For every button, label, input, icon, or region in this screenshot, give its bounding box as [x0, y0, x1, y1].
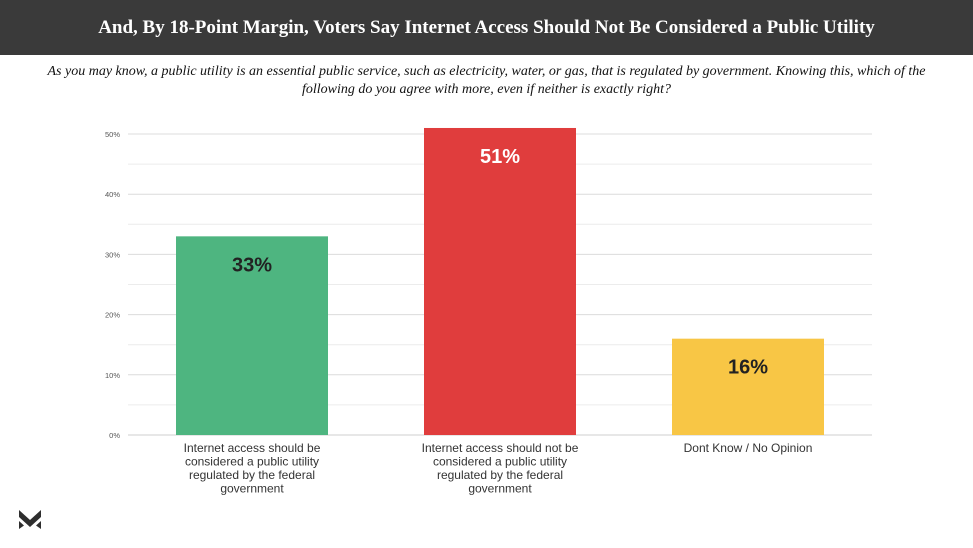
- question-subtitle: As you may know, a public utility is an …: [47, 64, 926, 97]
- data-label: 51%: [480, 146, 520, 168]
- y-tick-label: 50%: [105, 130, 120, 139]
- x-category-label-line: considered a public utility: [185, 455, 319, 469]
- x-category-label: Internet access should not be considered …: [422, 441, 579, 496]
- x-category-label-line: considered a public utility: [433, 455, 567, 469]
- x-category-label-line: Internet access should be: [184, 441, 321, 455]
- x-category-label-line: government: [220, 482, 284, 496]
- bar: [424, 127, 576, 435]
- x-category-label: Internet access should be considered a pu…: [184, 441, 321, 496]
- x-category-label-line: Internet access should not be: [422, 441, 579, 455]
- data-label: 16%: [728, 357, 768, 379]
- y-tick-label: 40%: [105, 190, 120, 199]
- y-tick-label: 0%: [109, 431, 120, 440]
- bar: [176, 236, 328, 435]
- chart-title-banner: And, By 18-Point Margin, Voters Say Inte…: [0, 0, 973, 55]
- data-label: 33%: [232, 254, 272, 276]
- y-tick-label: 30%: [105, 250, 120, 259]
- x-category-label-line: regulated by the federal: [189, 468, 315, 482]
- y-tick-label: 20%: [105, 311, 120, 320]
- chart-title: And, By 18-Point Margin, Voters Say Inte…: [98, 16, 875, 38]
- x-category-label-line: Dont Know / No Opinion: [684, 441, 813, 455]
- x-category-label-line: government: [468, 482, 532, 496]
- bar: [672, 338, 824, 435]
- x-category-label-line: regulated by the federal: [437, 468, 563, 482]
- x-category-label: Dont Know / No Opinion: [684, 441, 813, 455]
- brand-logo-icon: [19, 510, 41, 529]
- y-tick-label: 10%: [105, 371, 120, 380]
